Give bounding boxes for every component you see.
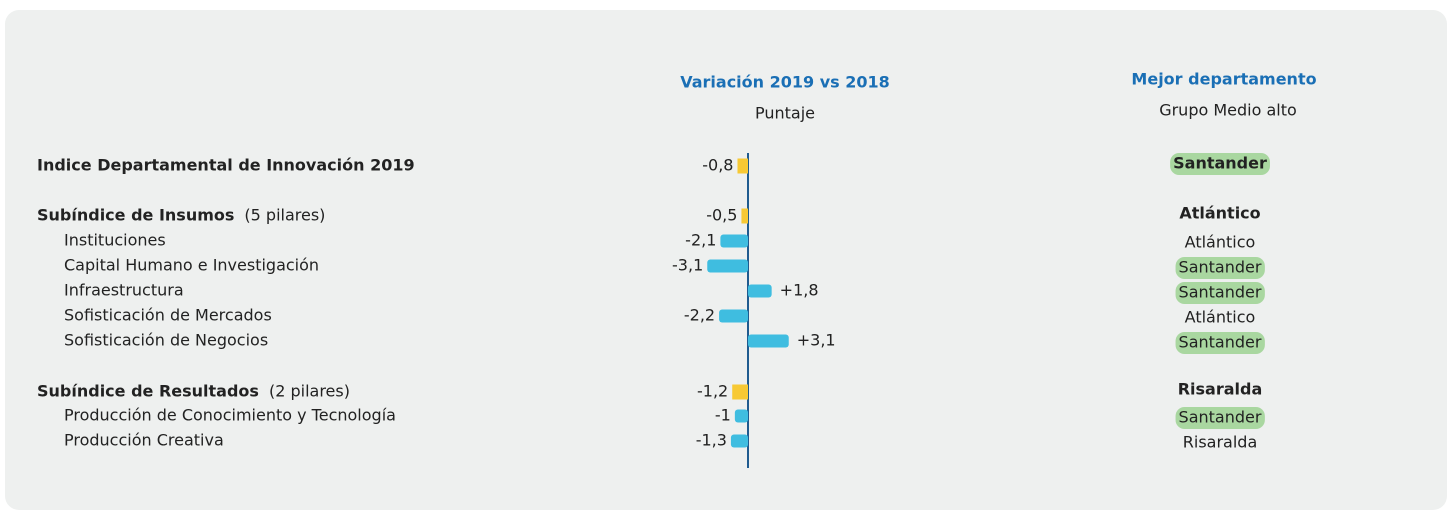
value-label: +3,1 [797, 331, 836, 350]
best-department: Atlántico [1185, 308, 1256, 327]
value-label: +1,8 [780, 281, 819, 300]
row-note: (2 pilares) [269, 382, 350, 401]
column-title: Variación 2019 vs 2018 [680, 73, 890, 92]
bar [732, 384, 748, 400]
best-cell: Risaralda [1183, 433, 1258, 452]
column-subtitle: Puntaje [755, 104, 815, 123]
value-label: -2,2 [684, 306, 715, 325]
row-label: Subíndice de Resultados [37, 382, 259, 401]
best-department: Santander [1179, 258, 1262, 277]
bar [737, 158, 748, 174]
row-label: Producción Creativa [64, 431, 224, 450]
best-cell: Santander [1175, 257, 1265, 279]
best-subtitle: Grupo Medio alto [1159, 101, 1297, 120]
bar [748, 284, 772, 298]
best-cell: Atlántico [1185, 233, 1256, 252]
best-cell: Santander [1170, 153, 1270, 175]
row-label: Indice Departamental de Innovación 2019 [37, 156, 415, 175]
best-department: Santander [1179, 408, 1262, 427]
best-highlight [1175, 257, 1265, 279]
best-highlight [1175, 407, 1265, 429]
value-label: -1 [715, 406, 731, 425]
best-highlight [1175, 332, 1265, 354]
row-note: (5 pilares) [244, 206, 325, 225]
best-title: Mejor departamento [1131, 70, 1316, 89]
best-department: Santander [1179, 283, 1262, 302]
row-label: Sofisticación de Negocios [64, 331, 268, 350]
value-label: -0,5 [706, 206, 737, 225]
value-label: -1,2 [697, 382, 728, 401]
best-department: Santander [1173, 154, 1267, 173]
best-highlight [1175, 282, 1265, 304]
row-label: Instituciones [64, 231, 166, 250]
row-label: Subíndice de Insumos [37, 206, 234, 225]
best-department: Risaralda [1178, 380, 1263, 399]
bar [719, 309, 748, 323]
value-label: -0,8 [702, 156, 733, 175]
bar [720, 234, 748, 248]
best-department: Atlántico [1179, 204, 1260, 223]
bar [734, 409, 748, 423]
best-cell: Risaralda [1178, 380, 1263, 399]
value-label: -3,1 [672, 256, 703, 275]
best-highlight [1170, 153, 1270, 175]
best-cell: Atlántico [1179, 204, 1260, 223]
row-label: Sofisticación de Mercados [64, 306, 272, 325]
bar [707, 259, 748, 273]
best-cell: Atlántico [1185, 308, 1256, 327]
best-department: Risaralda [1183, 433, 1258, 452]
best-department: Atlántico [1185, 233, 1256, 252]
best-cell: Santander [1175, 407, 1265, 429]
best-cell: Santander [1175, 282, 1265, 304]
value-label: -1,3 [696, 431, 727, 450]
bar [730, 434, 748, 448]
bar [748, 334, 789, 348]
best-cell: Santander [1175, 332, 1265, 354]
row-label: Capital Humano e Investigación [64, 256, 319, 275]
row-label: Infraestructura [64, 281, 184, 300]
bar [741, 208, 748, 224]
value-label: -2,1 [685, 231, 716, 250]
best-department: Santander [1179, 333, 1262, 352]
row-label: Producción de Conocimiento y Tecnología [64, 406, 396, 425]
